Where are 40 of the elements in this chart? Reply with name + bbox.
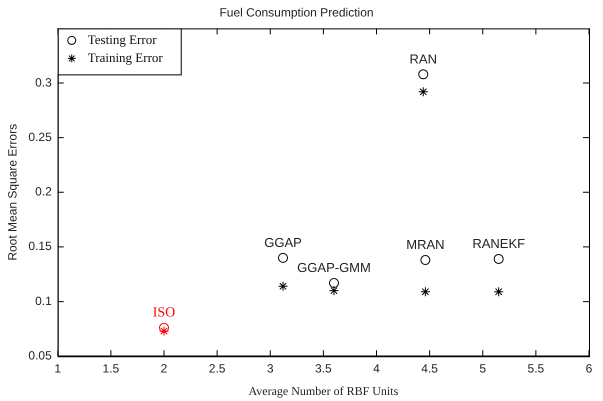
y-tick-label: 0.1 <box>35 294 52 308</box>
y-tick-label: 0.25 <box>28 130 52 144</box>
x-tick-label: 1 <box>54 362 62 376</box>
x-tick-label: 4 <box>373 362 380 376</box>
annotation: RANEKF <box>472 236 526 252</box>
point <box>418 86 428 97</box>
x-axis-title: Average Number of RBF Units <box>248 384 399 398</box>
point <box>494 254 504 264</box>
legend-label: Testing Error <box>88 32 158 47</box>
y-tick-label: 0.3 <box>35 75 52 90</box>
annotation: RAN <box>410 51 437 66</box>
x-tick-label: 3 <box>266 362 274 376</box>
x-tick-label: 6 <box>586 362 593 376</box>
annotation: ISO <box>152 305 176 320</box>
point <box>159 326 170 336</box>
x-tick-label: 4.5 <box>421 362 438 376</box>
annotation: MRAN <box>406 237 445 252</box>
x-tick-label: 3.5 <box>315 362 332 376</box>
x-tick-label: 2.5 <box>208 362 226 376</box>
x-tick-label: 2 <box>160 362 168 376</box>
x-tick-label: 1.5 <box>102 362 120 376</box>
annotation: GGAP <box>264 234 302 250</box>
point <box>494 286 504 297</box>
legend-label: Training Error <box>88 50 164 65</box>
point <box>278 281 288 292</box>
point <box>420 286 430 297</box>
annotation: GGAP-GMM <box>297 260 371 276</box>
x-tick-label: 5 <box>479 362 486 376</box>
point <box>418 69 428 80</box>
y-tick-label: 0.2 <box>35 184 52 199</box>
chart-title: Fuel Consumption Prediction <box>219 6 374 20</box>
y-tick-label: 0.05 <box>28 348 52 363</box>
point <box>420 255 430 266</box>
x-tick-label: 5.5 <box>528 362 545 376</box>
point <box>329 286 340 296</box>
point <box>329 278 340 288</box>
y-axis-title: Root Mean Square Errors <box>6 124 20 261</box>
y-tick-label: 0.15 <box>28 239 52 254</box>
point <box>159 322 170 333</box>
point <box>278 252 288 263</box>
